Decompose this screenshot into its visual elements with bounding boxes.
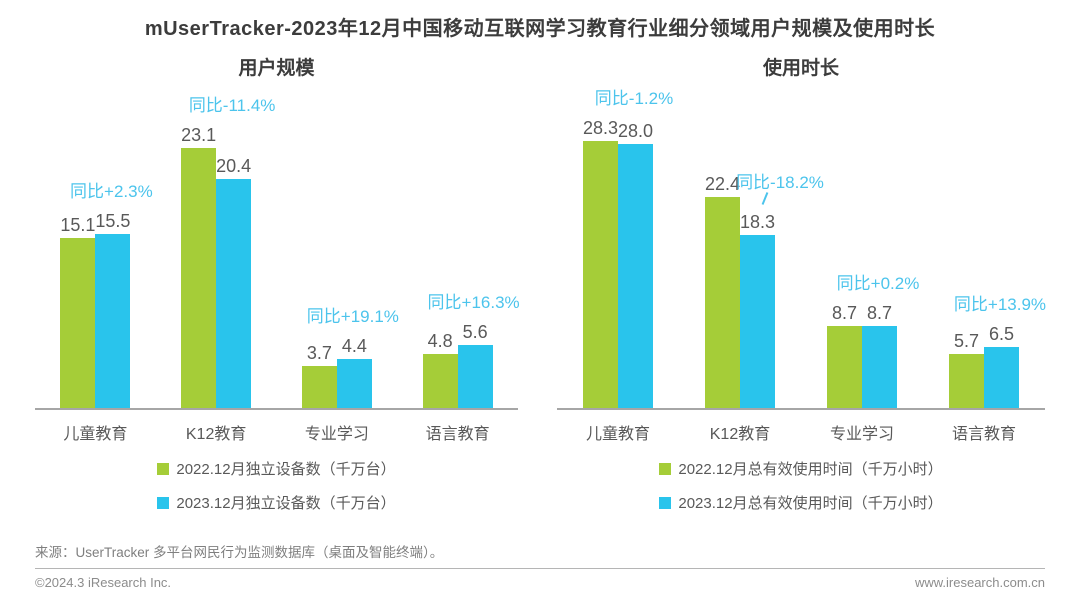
- legend-swatch-green-icon: [157, 462, 170, 475]
- legend-label: 2023.12月独立设备数（千万台）: [176, 495, 396, 512]
- annotation-connector-line: [761, 191, 769, 205]
- category-label: K12教育: [185, 426, 247, 443]
- yoy-annotation-语言教育: 同比+16.3%: [427, 293, 520, 312]
- bar-group-儿童教育: 28.3 28.0 同比-1.2%: [557, 85, 679, 408]
- value-label-2022-专业学习: 8.7: [831, 303, 858, 323]
- value-label-2022-儿童教育: 15.1: [60, 215, 96, 236]
- yoy-annotation-专业学习: 同比+19.1%: [306, 306, 399, 326]
- x-axis-category-row: 儿童教育 K12教育 专业学习 语言教育: [557, 420, 1045, 444]
- plot-area: 15.1 15.5 同比+2.3% 23.1 20.4 同比-11.4% 3.7 4.4 同比+…: [35, 85, 520, 410]
- legend-swatch-blue-icon: [659, 496, 672, 509]
- chart-panel-user-scale: 用户规模 15.1 15.5 同比+2.3% 23.1 20.4 同比-11.4% 3.7 4…: [35, 48, 520, 548]
- bar-2022-K12教育: [705, 196, 740, 408]
- copyright-text: ©2024.3 iResearch Inc.: [35, 575, 172, 590]
- yoy-annotation-K12教育: 同比-18.2%: [736, 172, 824, 192]
- value-label-2022-儿童教育: 28.3: [582, 118, 619, 139]
- chart-title: 用户规模: [238, 58, 315, 79]
- legend-label: 2022.12月独立设备数（千万台）: [176, 461, 396, 478]
- value-label-2023-专业学习: 4.4: [341, 335, 367, 356]
- bar-group-儿童教育: 15.1 15.5 同比+2.3%: [35, 85, 156, 408]
- yoy-annotation-儿童教育: 同比+2.3%: [70, 181, 153, 201]
- value-label-2023-语言教育: 6.5: [988, 323, 1015, 344]
- value-label-2022-语言教育: 5.7: [953, 331, 980, 352]
- legend-item: 2022.12月总有效使用时间（千万小时）: [659, 458, 943, 479]
- category-label: K12教育: [709, 426, 771, 443]
- legend: 2022.12月独立设备数（千万台） 2023.12月独立设备数（千万台）: [35, 458, 518, 513]
- legend-label: 2023.12月总有效使用时间（千万小时）: [678, 495, 943, 512]
- bar-2023-专业学习: [336, 358, 372, 408]
- yoy-annotation-儿童教育: 同比-1.2%: [594, 89, 674, 109]
- bar-group-专业学习: 8.7 8.7 同比+0.2%: [801, 85, 923, 408]
- yoy-annotation-K12教育: 同比-11.4%: [188, 96, 276, 116]
- legend-item: 2022.12月独立设备数（千万台）: [157, 458, 396, 479]
- value-label-2023-儿童教育: 15.5: [95, 210, 131, 231]
- bar-group-K12教育: 22.4 18.3 同比-18.2%: [679, 85, 824, 408]
- bar-2022-语言教育: [949, 354, 984, 408]
- bar-group-专业学习: 3.7 4.4 同比+19.1%: [277, 85, 399, 408]
- value-label-2023-儿童教育: 28.0: [617, 121, 654, 141]
- bar-2023-语言教育: [984, 346, 1019, 408]
- bar-2022-儿童教育: [583, 141, 618, 408]
- bar-2022-专业学习: [301, 366, 337, 408]
- footer-divider: [35, 568, 1045, 569]
- legend-item: 2023.12月独立设备数（千万台）: [157, 492, 396, 513]
- chart-title: 使用时长: [762, 58, 839, 79]
- value-label-2023-K12教育: 18.3: [739, 212, 776, 233]
- bar-2023-专业学习: [862, 326, 897, 408]
- value-label-2022-K12教育: 22.4: [704, 173, 741, 194]
- value-label-2022-专业学习: 3.7: [306, 343, 332, 364]
- yoy-annotation-语言教育: 同比+13.9%: [953, 294, 1047, 314]
- category-label: 专业学习: [829, 426, 894, 443]
- bar-group-K12教育: 23.1 20.4 同比-11.4%: [156, 85, 277, 408]
- category-label: 儿童教育: [585, 426, 650, 443]
- category-label: 语言教育: [951, 426, 1016, 443]
- bar-2022-语言教育: [422, 354, 458, 408]
- bar-2023-儿童教育: [618, 144, 653, 408]
- source-note: 来源：UserTracker 多平台网民行为监测数据库（桌面及智能终端）。: [35, 545, 444, 560]
- value-label-2022-语言教育: 4.8: [427, 331, 453, 351]
- bar-2023-儿童教育: [95, 233, 131, 408]
- legend-item: 2023.12月总有效使用时间（千万小时）: [659, 492, 943, 513]
- bar-2022-儿童教育: [60, 238, 96, 408]
- legend-swatch-green-icon: [659, 462, 672, 475]
- value-label-2023-语言教育: 5.6: [462, 322, 488, 342]
- chart-panel-usage-duration: 使用时长 28.3 28.0 同比-1.2% 22.4 18.3 同比-18.2% 8.7 8…: [557, 48, 1046, 548]
- page-title: mUserTracker-2023年12月中国移动互联网学习教育行业细分领域用户…: [144, 18, 936, 40]
- legend-label: 2022.12月总有效使用时间（千万小时）: [678, 461, 943, 478]
- yoy-annotation-专业学习: 同比+0.2%: [836, 274, 920, 293]
- bar-2023-K12教育: [740, 235, 775, 408]
- bar-group-语言教育: 5.7 6.5 同比+13.9%: [923, 85, 1046, 408]
- value-label-2022-K12教育: 23.1: [181, 125, 217, 146]
- category-label: 专业学习: [304, 426, 369, 443]
- category-label: 语言教育: [425, 426, 490, 443]
- legend-swatch-blue-icon: [157, 496, 170, 509]
- bar-2023-K12教育: [216, 178, 252, 408]
- bar-2022-专业学习: [827, 326, 862, 408]
- bar-2023-语言教育: [457, 345, 493, 408]
- x-axis-category-row: 儿童教育 K12教育 专业学习 语言教育: [35, 420, 518, 444]
- value-label-2023-K12教育: 20.4: [216, 155, 252, 176]
- legend: 2022.12月总有效使用时间（千万小时） 2023.12月总有效使用时间（千万…: [557, 458, 1045, 513]
- bar-group-语言教育: 4.8 5.6 同比+16.3%: [397, 85, 520, 408]
- plot-area: 28.3 28.0 同比-1.2% 22.4 18.3 同比-18.2% 8.7 8.7 同比+…: [557, 85, 1046, 410]
- category-label: 儿童教育: [63, 426, 128, 443]
- bar-2022-K12教育: [181, 148, 217, 408]
- website-url: www.iresearch.com.cn: [914, 575, 1045, 590]
- value-label-2023-专业学习: 8.7: [866, 303, 893, 323]
